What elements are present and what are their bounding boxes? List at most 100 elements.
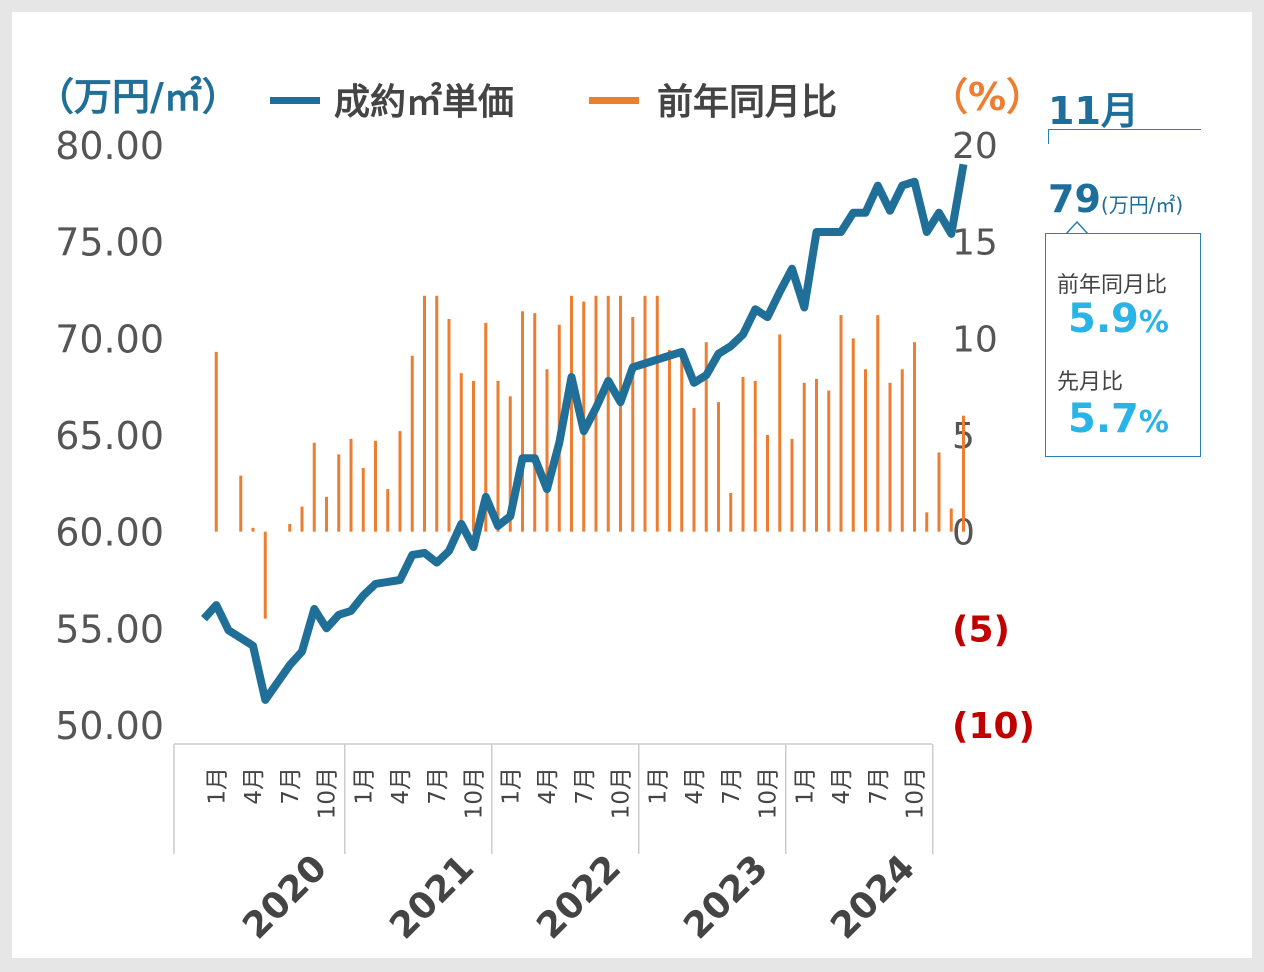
- yoy-bar: [962, 415, 965, 532]
- month-tick: 7月: [866, 767, 892, 805]
- yoy-bar: [913, 342, 916, 532]
- yoy-bar: [398, 431, 402, 532]
- right-axis-tick: 0: [952, 513, 975, 554]
- callout-price: 79(万円/㎡): [1048, 177, 1183, 221]
- yoy-bar: [827, 390, 831, 532]
- year-label: 2022: [529, 847, 629, 947]
- yoy-bar: [876, 315, 880, 532]
- yoy-bar: [521, 311, 524, 532]
- yoy-bar: [655, 295, 659, 532]
- legend-line-price: [270, 97, 320, 104]
- yoy-bar: [766, 435, 769, 532]
- month-tick: 10月: [609, 767, 635, 819]
- callout-month: 11月: [1048, 89, 1139, 133]
- yoy-bar: [790, 438, 794, 532]
- yoy-bar: [741, 377, 745, 532]
- yoy-bar: [435, 295, 439, 532]
- month-tick: 1月: [498, 767, 524, 805]
- yoy-bar: [459, 373, 463, 532]
- month-tick: 7月: [278, 767, 304, 805]
- left-axis-tick: 80.00: [55, 124, 164, 168]
- mom-value: 5.7%: [1068, 396, 1169, 442]
- month-tick: 7月: [719, 767, 745, 805]
- yoy-bar: [802, 382, 806, 532]
- yoy-bar: [508, 396, 512, 532]
- left-axis-tick: 55.00: [55, 607, 164, 651]
- month-tick: 4月: [388, 767, 414, 805]
- yoy-bar: [680, 349, 684, 532]
- yoy-bar: [570, 295, 573, 532]
- year-label: 2024: [823, 847, 923, 947]
- yoy-bar: [949, 508, 953, 532]
- yoy-bar: [851, 338, 855, 532]
- right-axis-tick: 15: [952, 223, 998, 264]
- yoy-bar: [312, 442, 316, 532]
- mom-label: 先月比: [1057, 370, 1124, 395]
- yoy-bar: [925, 512, 929, 532]
- yoy-bar: [533, 313, 537, 532]
- yoy-bar: [888, 382, 892, 532]
- yoy-value: 5.9%: [1068, 296, 1169, 342]
- combo-chart: 80.00 75.00 70.00 65.00 60.00 55.00 50.00 20 15…: [55, 124, 1035, 947]
- right-axis-tick: (10): [952, 706, 1035, 747]
- month-tick: 1月: [351, 767, 377, 805]
- yoy-bar: [643, 295, 647, 532]
- yoy-bar: [349, 438, 353, 532]
- right-axis-tick: 20: [952, 126, 998, 167]
- month-tick: 1月: [204, 767, 230, 805]
- left-axis-tick: 60.00: [55, 511, 164, 555]
- yoy-bar: [447, 319, 451, 532]
- yoy-bar: [251, 527, 255, 532]
- yoy-bar: [300, 506, 304, 532]
- month-tick: 7月: [425, 767, 451, 805]
- yoy-bar: [288, 523, 292, 532]
- yoy-bar: [423, 295, 426, 532]
- callout-box: 前年同月比 5.9% 先月比 5.7%: [1045, 233, 1201, 457]
- right-axis-tick: (5): [952, 609, 1010, 650]
- yoy-bar: [839, 315, 843, 532]
- yoy-bar: [263, 531, 267, 619]
- callout-price-value: 79: [1048, 177, 1101, 221]
- left-axis-tick: 65.00: [55, 414, 164, 458]
- legend-line-yoy: [589, 97, 639, 104]
- yoy-bar: [704, 342, 708, 532]
- month-tick: 1月: [792, 767, 818, 805]
- price-line: [201, 163, 968, 704]
- yoy-bar: [668, 349, 671, 532]
- left-axis-unit: （万円/㎡）: [36, 75, 240, 119]
- month-tick: 10月: [903, 767, 929, 819]
- month-tick: 4月: [682, 767, 708, 805]
- left-axis-tick: 50.00: [55, 704, 164, 748]
- right-axis-tick: 10: [952, 319, 998, 360]
- yoy-bar: [815, 378, 818, 532]
- month-tick: 4月: [829, 767, 855, 805]
- yoy-bar: [692, 407, 696, 532]
- month-tick: 7月: [572, 767, 598, 805]
- month-tick: 10月: [315, 767, 341, 819]
- yoy-bar: [496, 380, 500, 532]
- month-tick: 10月: [462, 767, 488, 819]
- yoy-bar: [631, 317, 635, 532]
- yoy-bar: [729, 493, 733, 532]
- month-tick: 4月: [241, 767, 267, 805]
- yoy-bar: [753, 380, 757, 532]
- right-axis-unit: （%）: [930, 75, 1045, 119]
- yoy-bar: [619, 295, 622, 532]
- year-label: 2020: [235, 847, 335, 947]
- callout-price-unit: (万円/㎡): [1100, 193, 1184, 217]
- chart-panel: （万円/㎡） 成約㎡単価 前年同月比 （%） 80.00 75.00 70.00 65…: [12, 12, 1252, 958]
- yoy-bar: [900, 369, 904, 532]
- yoy-bar: [325, 496, 328, 532]
- yoy-bar: [937, 452, 941, 532]
- year-label: 2021: [382, 847, 482, 947]
- year-label: 2023: [676, 847, 776, 947]
- yoy-bar: [472, 380, 475, 532]
- yoy-bar: [337, 454, 341, 532]
- yoy-bar: [545, 369, 549, 532]
- yoy-bar: [214, 351, 218, 532]
- month-tick: 4月: [535, 767, 561, 805]
- yoy-bar: [410, 355, 414, 532]
- left-axis-tick: 75.00: [55, 221, 164, 265]
- month-tick: 10月: [756, 767, 782, 819]
- yoy-bar: [717, 402, 720, 532]
